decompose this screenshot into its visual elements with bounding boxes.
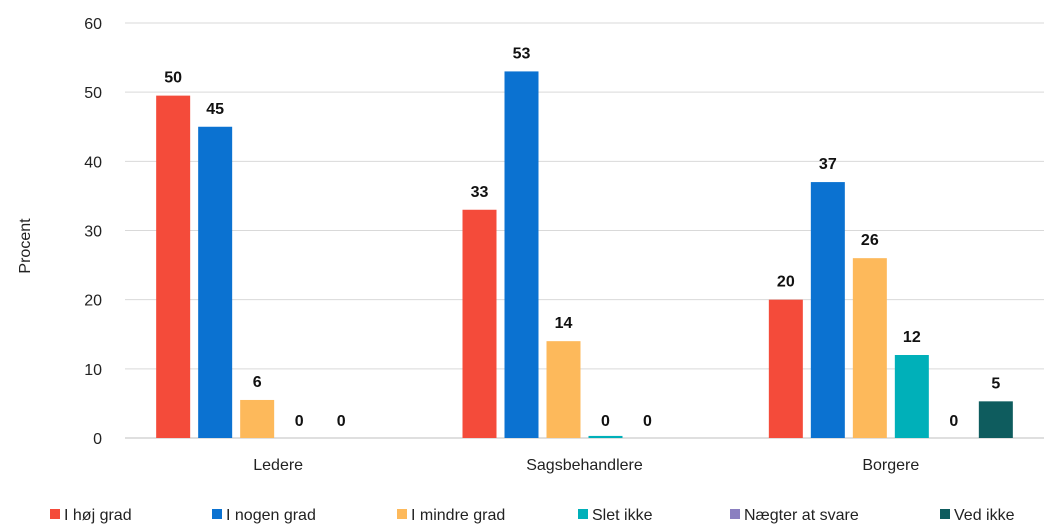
data-label: 0: [601, 413, 610, 430]
gridlines: [125, 22, 1044, 439]
data-label: 26: [861, 232, 879, 249]
legend-swatch: [50, 509, 60, 519]
data-label: 12: [903, 329, 921, 346]
legend-label: I høj grad: [64, 507, 132, 524]
bar: [156, 95, 191, 438]
data-label: 0: [337, 413, 346, 430]
bar: [894, 355, 929, 438]
data-label: 0: [295, 413, 304, 430]
legend-swatch: [578, 509, 588, 519]
data-label: 33: [471, 184, 489, 201]
legend-item: I høj grad: [50, 507, 132, 524]
data-label: 6: [253, 374, 262, 391]
data-label: 45: [206, 101, 224, 118]
bar: [198, 126, 233, 438]
legend-swatch: [397, 509, 407, 519]
legend-label: Ved ikke: [954, 507, 1015, 524]
y-tick-label: 0: [93, 431, 102, 448]
bar: [546, 341, 581, 438]
bar: [810, 182, 845, 438]
bars: [156, 71, 1013, 439]
y-axis-label: Procent: [17, 218, 34, 274]
data-label: 20: [777, 274, 795, 291]
data-label: 14: [555, 315, 573, 332]
legend-label: Slet ikke: [592, 507, 653, 524]
bar: [462, 209, 497, 438]
data-label: 37: [819, 156, 837, 173]
legend-label: I mindre grad: [411, 507, 505, 524]
legend-item: I nogen grad: [212, 507, 316, 524]
data-label: 5: [991, 375, 1000, 392]
legend-label: Nægter at svare: [744, 507, 859, 524]
data-label: 0: [949, 413, 958, 430]
bar: [588, 435, 623, 438]
legend-item: Ved ikke: [940, 507, 1015, 524]
legend-swatch: [730, 509, 740, 519]
y-tick-label: 60: [84, 16, 102, 33]
category-label: Ledere: [253, 457, 303, 474]
legend-swatch: [940, 509, 950, 519]
data-labels: 50 45 6 0 0 33 53 14 0 0 20 37 26 12 0 5: [164, 45, 1000, 430]
legend-item: I mindre grad: [397, 507, 505, 524]
legend-label: I nogen grad: [226, 507, 316, 524]
y-tick-label: 50: [84, 85, 102, 102]
bar: [852, 258, 887, 438]
category-labels: Ledere Sagsbehandlere Borgere: [253, 457, 919, 474]
bar: [504, 71, 539, 439]
legend-item: Slet ikke: [578, 507, 653, 524]
category-label: Borgere: [862, 457, 919, 474]
bar: [978, 401, 1013, 438]
data-label: 0: [643, 413, 652, 430]
legend-swatch: [212, 509, 222, 519]
y-tick-label: 20: [84, 293, 102, 310]
bar: [240, 399, 275, 438]
y-tick-label: 30: [84, 224, 102, 241]
y-tick-label: 40: [84, 154, 102, 171]
y-axis-ticks: 0 10 20 30 40 50 60: [84, 16, 102, 448]
data-label: 53: [513, 45, 531, 62]
legend-item: Nægter at svare: [730, 507, 859, 524]
legend: I høj grad I nogen grad I mindre grad Slet …: [50, 507, 1015, 524]
data-label: 50: [164, 70, 182, 87]
bar: [768, 299, 803, 438]
category-label: Sagsbehandlere: [526, 457, 643, 474]
y-tick-label: 10: [84, 362, 102, 379]
